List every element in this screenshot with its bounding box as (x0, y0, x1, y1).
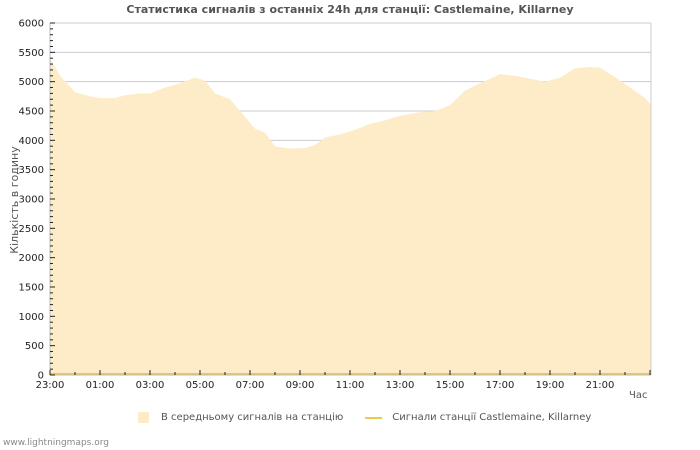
line-swatch-icon (365, 416, 383, 419)
svg-text:3500: 3500 (19, 165, 44, 176)
svg-text:03:00: 03:00 (136, 380, 165, 391)
svg-text:3000: 3000 (19, 195, 44, 206)
svg-text:23:00: 23:00 (36, 380, 65, 391)
svg-text:0: 0 (38, 371, 44, 382)
y-axis-ticks: 0 500 1000 1500 2000 2500 3000 3500 4000 4500 5000… (19, 19, 55, 382)
average-signals-area (50, 58, 651, 375)
legend-item-average: В середньому сигналів на станцію (138, 412, 343, 423)
svg-text:500: 500 (25, 341, 44, 352)
svg-text:4000: 4000 (19, 136, 44, 147)
svg-text:2000: 2000 (19, 253, 44, 264)
svg-text:1000: 1000 (19, 312, 44, 323)
footer-source: www.lightningmaps.org (3, 438, 109, 448)
svg-text:5000: 5000 (19, 77, 44, 88)
svg-text:2500: 2500 (19, 224, 44, 235)
svg-text:19:00: 19:00 (536, 380, 565, 391)
x-axis-ticks: 23:00 01:00 03:00 05:00 07:00 09:00 11:00 13:00… (36, 370, 651, 391)
svg-text:15:00: 15:00 (436, 380, 465, 391)
legend-station-label: Сигнали станції Castlemaine, Killarney (392, 412, 592, 423)
chart-title: Статистика сигналів з останніх 24h для с… (126, 3, 574, 16)
svg-text:01:00: 01:00 (86, 380, 115, 391)
svg-text:6000: 6000 (19, 19, 44, 30)
svg-text:17:00: 17:00 (486, 380, 515, 391)
svg-text:07:00: 07:00 (236, 380, 265, 391)
svg-text:21:00: 21:00 (586, 380, 615, 391)
svg-text:09:00: 09:00 (286, 380, 315, 391)
svg-text:11:00: 11:00 (336, 380, 365, 391)
legend-item-station: Сигнали станції Castlemaine, Killarney (365, 412, 591, 423)
svg-text:05:00: 05:00 (186, 380, 215, 391)
svg-text:5500: 5500 (19, 48, 44, 59)
x-axis-label: Час (629, 390, 648, 401)
svg-text:1500: 1500 (19, 283, 44, 294)
legend: В середньому сигналів на станцію Сигнали… (138, 412, 613, 423)
svg-text:13:00: 13:00 (386, 380, 415, 391)
area-swatch-icon (138, 412, 149, 423)
svg-text:4500: 4500 (19, 107, 44, 118)
legend-average-label: В середньому сигналів на станцію (161, 412, 344, 423)
